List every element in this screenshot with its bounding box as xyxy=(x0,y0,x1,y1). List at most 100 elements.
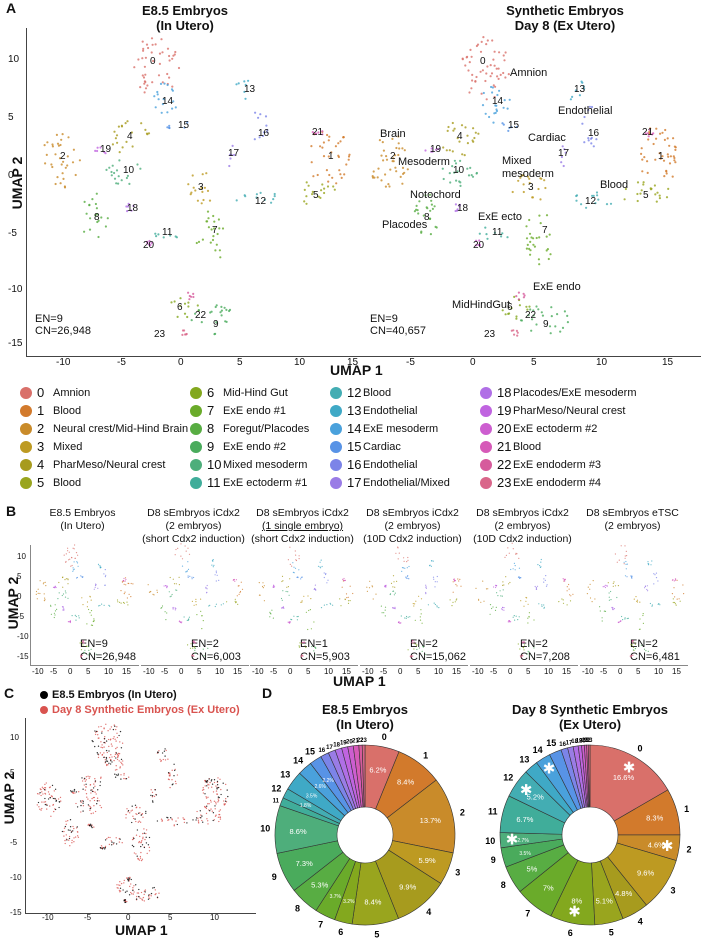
umap-cell-point xyxy=(114,738,116,740)
umap-cell-point xyxy=(113,171,116,175)
umap-cell-point xyxy=(128,593,130,595)
umap-cell-point xyxy=(62,593,65,595)
umap-cell-point xyxy=(122,760,124,762)
umap-cell-point xyxy=(470,87,473,90)
umap-cell-point xyxy=(210,808,212,810)
umap-cell-point xyxy=(401,570,403,572)
umap-cell-point xyxy=(599,606,601,608)
umap-cell-point xyxy=(88,777,90,779)
panel-b-x-tick: 0 xyxy=(68,667,73,676)
umap-cell-point xyxy=(219,256,222,259)
umap-cell-point xyxy=(190,191,193,194)
umap-cell-point xyxy=(522,190,525,194)
panel-a-umap-scatter xyxy=(43,36,677,337)
umap-cell-point xyxy=(234,580,236,582)
legend-cluster-number: 0 xyxy=(37,385,45,400)
umap-cell-point xyxy=(514,569,516,571)
legend-color-dot xyxy=(330,458,342,471)
umap-cell-point xyxy=(543,606,546,608)
umap-cell-point xyxy=(116,736,119,739)
pie-value-label: 3.7% xyxy=(330,894,342,900)
umap-cell-point xyxy=(634,643,637,645)
annot-placodes: Placodes xyxy=(382,219,428,231)
umap-cell-point xyxy=(614,553,617,555)
umap-cell-point xyxy=(51,145,55,148)
umap-cell-point xyxy=(110,758,112,761)
umap-cell-point xyxy=(171,593,173,596)
umap-cell-point xyxy=(104,569,106,571)
umap-cell-point xyxy=(148,239,151,243)
umap-cell-point xyxy=(122,601,125,604)
star-marker-icon: ✱ xyxy=(543,761,556,778)
umap-cell-point xyxy=(53,616,55,619)
umap-cell-point xyxy=(589,137,593,140)
umap-cell-point xyxy=(99,847,102,849)
umap-cell-point xyxy=(73,548,75,550)
panel-b-x-tick: -5 xyxy=(380,667,388,676)
umap-cell-point xyxy=(141,57,144,60)
umap-cell-point xyxy=(321,183,324,186)
umap-cell-point xyxy=(288,621,291,623)
umap-cell-point xyxy=(108,750,110,752)
umap-cell-point xyxy=(125,140,128,143)
legend-dot-black xyxy=(40,691,48,699)
umap-cell-point xyxy=(146,852,148,855)
umap-cell-point xyxy=(130,596,132,598)
umap-cell-point xyxy=(187,305,190,308)
umap-cell-point xyxy=(64,596,67,598)
umap-cell-point xyxy=(154,232,157,235)
panel-a-x-tick: 15 xyxy=(347,357,359,368)
umap-cell-point xyxy=(587,139,590,142)
umap-cell-point xyxy=(658,152,661,155)
cluster-number-label: 6 xyxy=(507,302,513,313)
umap-cell-point xyxy=(48,793,51,795)
panel-a-x-tick: 0 xyxy=(178,357,184,368)
umap-cell-point xyxy=(533,245,537,248)
umap-cell-point xyxy=(65,561,67,563)
legend-cluster-number: 7 xyxy=(207,403,215,418)
umap-cell-point xyxy=(125,176,128,180)
umap-cell-point xyxy=(646,132,650,135)
umap-cell-point xyxy=(658,197,662,200)
legend-cluster-label: PharMeso/Neural crest xyxy=(513,404,626,417)
umap-cell-point xyxy=(87,798,89,800)
umap-cell-point xyxy=(78,159,81,162)
umap-cell-point xyxy=(316,173,319,177)
panel-a-right-en: EN=9 xyxy=(370,313,398,325)
umap-cell-point xyxy=(139,812,141,814)
umap-cell-point xyxy=(213,781,216,784)
umap-cell-point xyxy=(676,579,678,581)
umap-cell-point xyxy=(141,40,144,43)
umap-cell-point xyxy=(484,79,487,83)
umap-cell-point xyxy=(107,738,110,741)
umap-cell-point xyxy=(165,619,167,621)
cluster-number-label: 15 xyxy=(178,120,190,131)
umap-cell-point xyxy=(612,582,614,584)
umap-cell-point xyxy=(507,129,510,132)
umap-cell-point xyxy=(168,778,170,781)
umap-cell-point xyxy=(206,592,208,594)
umap-cell-point xyxy=(478,598,480,600)
umap-cell-point xyxy=(432,576,435,578)
umap-cell-point xyxy=(303,188,306,191)
umap-cell-point xyxy=(44,162,47,165)
umap-cell-point xyxy=(113,736,115,738)
umap-cell-point xyxy=(305,181,308,184)
panel-c-y-tick: 5 xyxy=(10,768,15,777)
umap-cell-point xyxy=(538,214,541,217)
umap-cell-point xyxy=(93,618,95,620)
umap-cell-point xyxy=(320,607,323,609)
umap-cell-point xyxy=(527,653,529,655)
umap-cell-point xyxy=(624,575,627,577)
umap-cell-point xyxy=(403,557,405,559)
umap-cell-point xyxy=(89,776,91,778)
umap-cell-point xyxy=(281,580,283,583)
umap-cell-point xyxy=(144,889,147,891)
umap-cell-point xyxy=(539,222,542,225)
umap-cell-point xyxy=(529,655,531,657)
umap-cell-point xyxy=(150,37,154,40)
umap-cell-point xyxy=(116,768,118,771)
umap-cell-point xyxy=(43,593,45,595)
umap-cell-point xyxy=(394,154,397,157)
umap-cell-point xyxy=(174,554,176,556)
